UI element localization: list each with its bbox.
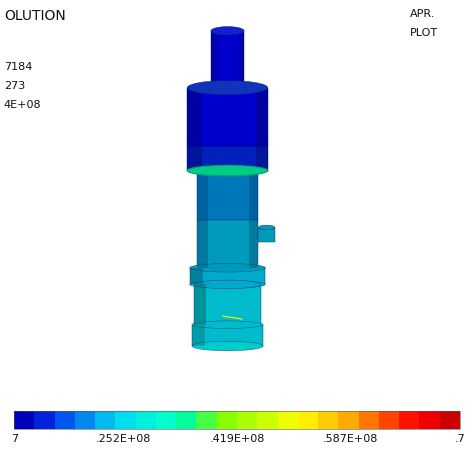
Text: .419E+08: .419E+08: [210, 434, 264, 444]
Polygon shape: [197, 171, 258, 220]
Polygon shape: [95, 411, 116, 429]
Polygon shape: [187, 147, 268, 171]
Polygon shape: [255, 88, 268, 171]
Polygon shape: [211, 31, 244, 88]
Ellipse shape: [190, 281, 265, 288]
Polygon shape: [75, 411, 95, 429]
Ellipse shape: [187, 165, 268, 176]
Ellipse shape: [190, 264, 265, 272]
Polygon shape: [192, 325, 205, 346]
Ellipse shape: [211, 84, 244, 91]
Polygon shape: [55, 411, 75, 429]
Polygon shape: [197, 411, 217, 429]
Polygon shape: [439, 411, 460, 429]
Text: 7184: 7184: [4, 62, 32, 72]
Polygon shape: [176, 411, 197, 429]
Polygon shape: [197, 220, 258, 268]
Ellipse shape: [197, 166, 258, 175]
Polygon shape: [399, 411, 419, 429]
Polygon shape: [190, 268, 203, 284]
Text: APR.: APR.: [410, 9, 436, 19]
Polygon shape: [298, 411, 318, 429]
Polygon shape: [258, 228, 275, 242]
Text: .252E+08: .252E+08: [96, 434, 151, 444]
Polygon shape: [187, 88, 268, 147]
Polygon shape: [190, 268, 265, 284]
Text: 7: 7: [10, 434, 18, 444]
Polygon shape: [358, 411, 379, 429]
Polygon shape: [116, 411, 136, 429]
Text: 4E+08: 4E+08: [4, 100, 41, 109]
Text: OLUTION: OLUTION: [4, 9, 65, 24]
Polygon shape: [136, 411, 156, 429]
Polygon shape: [197, 171, 208, 268]
Polygon shape: [156, 411, 176, 429]
Polygon shape: [379, 411, 399, 429]
Polygon shape: [192, 325, 263, 346]
Ellipse shape: [211, 27, 244, 35]
Polygon shape: [194, 284, 261, 325]
Polygon shape: [187, 88, 202, 171]
Ellipse shape: [258, 225, 275, 230]
Polygon shape: [277, 411, 298, 429]
Ellipse shape: [187, 81, 268, 95]
Text: .587E+08: .587E+08: [323, 434, 378, 444]
Polygon shape: [239, 31, 244, 88]
Polygon shape: [237, 411, 257, 429]
Polygon shape: [419, 411, 439, 429]
Polygon shape: [35, 411, 55, 429]
Ellipse shape: [192, 321, 263, 328]
Ellipse shape: [194, 280, 261, 289]
Polygon shape: [249, 171, 258, 268]
Ellipse shape: [192, 341, 263, 351]
Text: PLOT: PLOT: [410, 28, 438, 38]
Polygon shape: [217, 411, 237, 429]
Text: 273: 273: [4, 81, 25, 91]
Text: .7: .7: [455, 434, 465, 444]
Polygon shape: [194, 284, 206, 325]
Polygon shape: [318, 411, 338, 429]
Polygon shape: [211, 31, 217, 88]
Polygon shape: [338, 411, 358, 429]
Polygon shape: [14, 411, 35, 429]
Polygon shape: [257, 411, 277, 429]
